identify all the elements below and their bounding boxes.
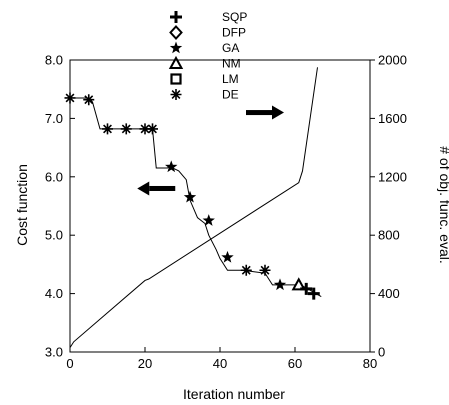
x-tick-label: 0 (66, 356, 73, 371)
y-tick-label: 5.0 (45, 228, 63, 243)
y-tick-label: 6.0 (45, 169, 63, 184)
legend-item-de: DE (170, 88, 239, 102)
markers (64, 92, 320, 300)
x-tick-label: 40 (213, 356, 227, 371)
legend-item-dfp: DFP (169, 25, 246, 40)
legend-label: DFP (222, 26, 246, 40)
data-point-asterisk (64, 92, 76, 104)
y2-tick-label: 800 (378, 228, 400, 243)
y-tick-label: 3.0 (45, 345, 63, 360)
y2-tick-label: 0 (378, 345, 385, 360)
y2-tick-label: 400 (378, 286, 400, 301)
y-tick-label: 7.0 (45, 111, 63, 126)
legend-diamond-icon (169, 25, 183, 40)
legend-item-sqp: SQP (170, 10, 247, 24)
axes: 0 20 40 60 80 3.0 4.0 5.0 6.0 7.0 8.0 0 400 800 1200 16… (45, 53, 407, 372)
data-point-star (273, 278, 287, 291)
arrow-left-icon (137, 181, 176, 196)
legend-label: NM (222, 57, 241, 71)
data-point-star (221, 250, 234, 263)
y-axis-title: Cost function (14, 164, 30, 246)
x-tick-label: 80 (363, 356, 377, 371)
x-axis-title: Iteration number (183, 386, 285, 402)
data-point-asterisk (120, 123, 132, 135)
data-point-asterisk (139, 123, 151, 135)
legend-star-icon (169, 41, 183, 54)
y2-axis-title: # of obj. func. eval. (437, 146, 449, 264)
y-tick-label: 4.0 (45, 286, 63, 301)
data-point-star (202, 214, 215, 226)
data-point-triangle (291, 277, 306, 291)
legend-square-icon (170, 73, 182, 85)
data-point-star (165, 160, 178, 173)
x-tick-label: 60 (288, 356, 302, 371)
data-point-star (183, 190, 197, 203)
series (69, 67, 322, 348)
data-point-plus (300, 282, 313, 295)
data-point-asterisk (102, 123, 113, 135)
data-point-asterisk (240, 264, 252, 276)
legend-label: GA (222, 41, 239, 55)
legend-label: SQP (222, 10, 247, 24)
y-tick-label: 8.0 (45, 53, 63, 68)
y2-tick-label: 1200 (378, 169, 407, 184)
plot-frame (69, 59, 371, 353)
arrows (137, 105, 284, 196)
legend-asterisk-icon (170, 89, 182, 100)
x-tick-label: 20 (138, 356, 152, 371)
legend-item-lm: LM (170, 72, 239, 86)
legend-label: DE (222, 88, 239, 102)
y2-tick-label: 1600 (378, 111, 407, 126)
legend-label: LM (222, 72, 239, 86)
legend-item-nm: NM (168, 55, 241, 71)
legend-triangle-icon (168, 55, 184, 69)
data-point-asterisk (83, 94, 95, 106)
obj-func-eval-line (69, 67, 318, 348)
data-point-plus (307, 287, 320, 300)
y2-tick-label: 2000 (378, 53, 407, 68)
arrow-right-icon (246, 105, 284, 120)
data-point-asterisk (147, 123, 158, 135)
data-point-asterisk (259, 264, 271, 276)
legend-item-ga: GA (169, 41, 239, 55)
legend-plus-icon (170, 11, 182, 23)
